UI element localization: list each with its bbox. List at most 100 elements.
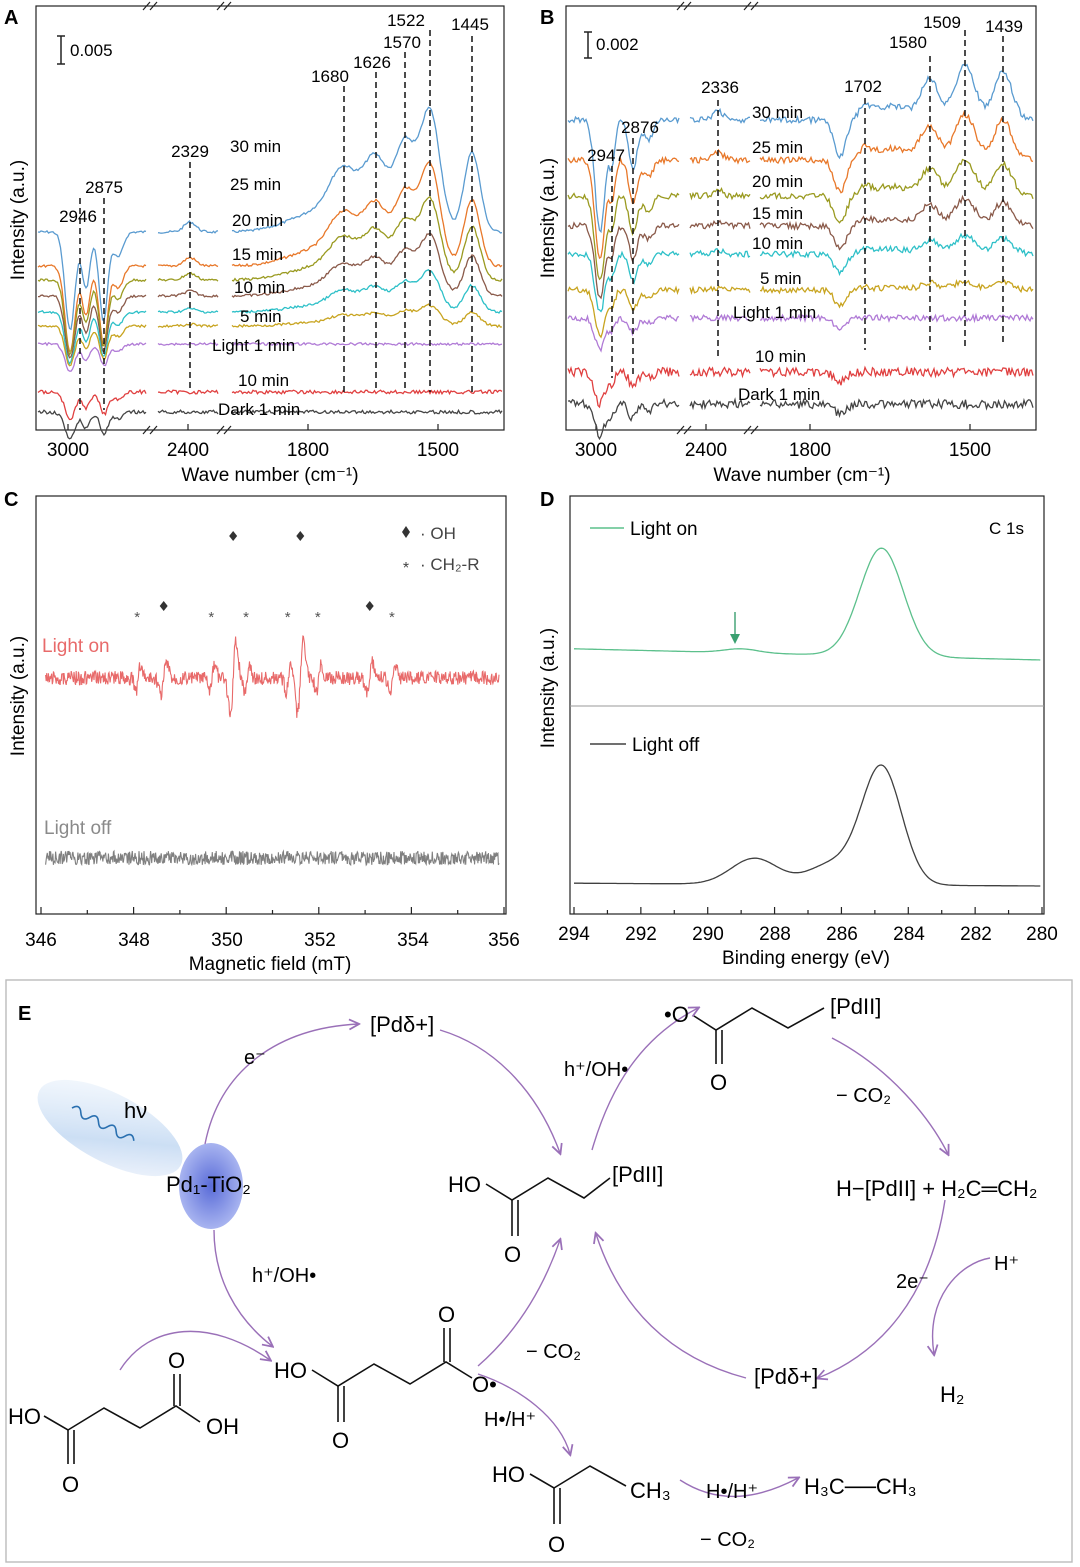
panel-b-y-axis-label: Intensity (a.u.) [540, 158, 559, 278]
panel-c-x-tick-356: 356 [488, 930, 520, 951]
center-molecule-bonds [485, 1177, 611, 1236]
panel-a-peak-1626: 1626 [353, 53, 391, 72]
h2-label: H₂ [940, 1382, 964, 1407]
esr-oh-marker [229, 531, 238, 541]
panel-a-peak-2946: 2946 [59, 207, 97, 226]
panel-a-x-tick-3000: 3000 [47, 440, 89, 461]
light-wave-icon [71, 1105, 135, 1141]
e-minus-label: e⁻ [244, 1047, 266, 1069]
succinic-oh: OH [206, 1414, 239, 1439]
minus-co2-mid: − CO₂ [526, 1341, 581, 1363]
light-glow [37, 1079, 183, 1177]
panel-c-series-light-off: Light off [44, 818, 112, 839]
panel-a-axis-break-2 [216, 1, 232, 435]
succinate-radical-bonds [311, 1328, 473, 1422]
traces-b-trace-20-min [689, 186, 751, 201]
panel-a-peak-markers [79, 30, 473, 410]
panel-e-reaction-scheme: E hν Pd₁-TiO₂ e⁻ [Pdδ+] h⁺/OH• h⁺/OH• HO… [5, 979, 1073, 1563]
traces-a-trace-light-1-min [157, 341, 219, 347]
panel-a-axis-break-1 [142, 1, 158, 435]
panel-a-peak-2875: 2875 [85, 178, 123, 197]
panel-c-legend-oh-marker [402, 526, 410, 538]
panel-c-frame [35, 495, 507, 915]
panel-d-x-tick-280: 280 [1026, 924, 1058, 945]
propionic-ch3: CH₃ [630, 1478, 671, 1503]
traces-a-trace-light-1-min [37, 341, 147, 372]
arrow-cat-to-pd-delta [204, 1024, 358, 1145]
panel-b-x-axis-label: Wave number (cm⁻¹) [713, 465, 890, 486]
arrow-propionic-to-ethane [679, 1478, 798, 1498]
traces-b-trace-10-min [689, 247, 751, 258]
panel-a-series-dark10min: 10 min [238, 371, 289, 390]
top-pd-ii: [PdII] [830, 994, 881, 1019]
xps-trace-light-on [574, 547, 1041, 661]
propionic-acid-bonds [529, 1465, 627, 1524]
traces-b-trace-20-min [567, 192, 680, 281]
panel-b-series-5min: 5 min [760, 269, 802, 288]
traces-a-trace-25-min [37, 264, 147, 353]
panel-c-x-tick-348: 348 [118, 930, 150, 951]
panel-c-legend-ch2r-marker: * [403, 560, 409, 577]
succinic-o-bottom: O [62, 1472, 79, 1497]
catalyst-label: Pd₁-TiO₂ [166, 1172, 251, 1197]
esr-trace-light-on [45, 635, 500, 718]
panel-b-axis-break-2 [743, 1, 759, 435]
panel-c-traces [45, 635, 500, 867]
traces-b-trace-5-min [567, 285, 680, 339]
traces-b-trace-15-min [759, 194, 1034, 251]
traces-b-trace-10-min [567, 250, 680, 313]
esr-ch2r-marker: * [389, 609, 395, 626]
arrow-ethylene-to-pd-bottom [818, 1199, 946, 1378]
traces-b-trace-30-min [567, 115, 680, 234]
panel-a-series-5min: 5 min [240, 307, 282, 326]
traces-a-trace-10-min [231, 269, 503, 314]
panel-c-y-axis-label: Intensity (a.u.) [8, 636, 29, 756]
traces-a-trace-20-min [157, 271, 219, 282]
top-radical-bonds [693, 1007, 825, 1064]
panel-d-x-tick-282: 282 [960, 924, 992, 945]
traces-a-trace-dark-1-min [231, 408, 503, 415]
panel-b-series-15min: 15 min [752, 204, 803, 223]
panel-b-series-dark10min: 10 min [755, 347, 806, 366]
arrow-pd-bottom-to-center [596, 1234, 747, 1379]
traces-a-trace-20-min [231, 195, 503, 282]
panel-b-ftir-chart: B 3000 2400 1800 1500 Wave number (cm⁻¹)… [540, 1, 1037, 486]
traces-a-trace-5-min [231, 303, 503, 329]
arrow-pd-delta-to-center [439, 1029, 560, 1153]
traces-a-trace-10-min [37, 310, 147, 366]
h-rad-h-mid: H•/H⁺ [484, 1409, 536, 1431]
top-radical-o-below: O [710, 1070, 727, 1095]
arrow-cat-to-diradical [213, 1229, 272, 1346]
panel-d-frame [569, 495, 1045, 915]
panel-d-x-tick-marks [573, 907, 1043, 914]
arrow-succinic-to-radical [119, 1330, 270, 1371]
traces-a-trace-5-min [157, 322, 219, 328]
radical-o-top: O [438, 1302, 455, 1327]
esr-oh-marker [365, 601, 374, 611]
panel-b-series-light1min: Light 1 min [733, 303, 816, 322]
traces-a-trace-25-min [231, 161, 503, 268]
panel-b-label: B [540, 7, 554, 29]
panel-b-x-tick-1800: 1800 [789, 440, 831, 461]
panel-c-x-tick-marks [40, 907, 505, 914]
traces-b-trace-25-min [567, 155, 680, 260]
panel-c-x-tick-352: 352 [304, 930, 336, 951]
panel-d-series-light-off: Light off [632, 735, 700, 756]
minus-co2-right: − CO₂ [836, 1085, 891, 1107]
panel-a-x-tick-marks [67, 424, 439, 430]
traces-a-trace-dark-1-min [37, 409, 147, 440]
panel-c-x-axis-label: Magnetic field (mT) [189, 954, 352, 975]
traces-b-trace-dark-1-min [689, 397, 751, 411]
esr-ch2r-marker: * [208, 609, 214, 626]
traces-b-trace-dark-10-min [759, 365, 1034, 386]
panel-a-scale-value: 0.005 [70, 41, 113, 60]
panel-a-label: A [4, 7, 18, 29]
panel-d-x-axis-label: Binding energy (eV) [722, 948, 890, 969]
panel-d-x-tick-288: 288 [759, 924, 791, 945]
panel-d-y-axis-label: Intensity (a.u.) [540, 628, 559, 748]
panel-a-ftir-chart: A 3000 2400 1800 1500 Wave number (cm⁻¹)… [4, 1, 505, 486]
traces-a-trace-dark-10-min [231, 389, 503, 396]
panel-a-series-dark1min: Dark 1 min [218, 400, 300, 419]
propionic-o: O [548, 1532, 565, 1557]
traces-b-trace-30-min [689, 107, 751, 124]
